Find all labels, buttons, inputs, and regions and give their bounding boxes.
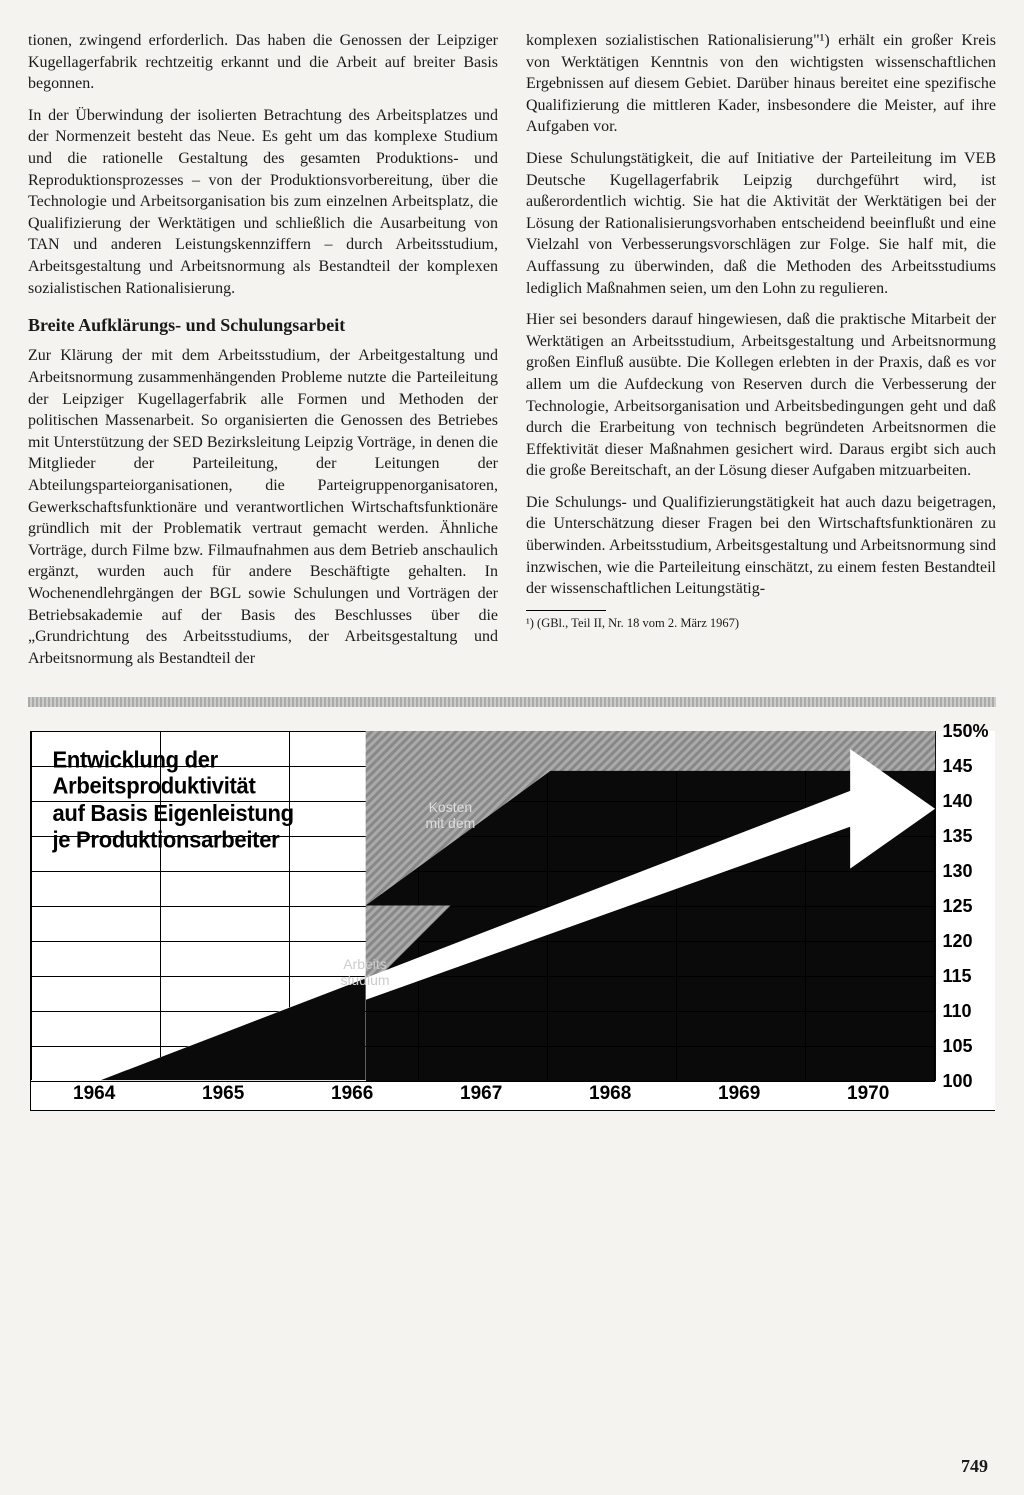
para: tionen, zwingend erforderlich. Das haben… xyxy=(28,30,498,95)
section-heading: Breite Aufklärungs- und Schulungsarbeit xyxy=(28,313,498,337)
right-column: komplexen sozialistischen Rationalisieru… xyxy=(526,30,996,679)
chart-inner-label-lower: Arbeits studium xyxy=(341,956,390,988)
footnote-rule xyxy=(526,610,606,611)
left-column: tionen, zwingend erforderlich. Das haben… xyxy=(28,30,498,679)
para: komplexen sozialistischen Rationalisieru… xyxy=(526,30,996,138)
footnote: ¹) (GBl., Teil II, Nr. 18 vom 2. März 19… xyxy=(526,615,996,632)
chart-title-line: je Produktionsarbeiter xyxy=(53,826,280,852)
chart-title-line: Arbeitsproduktivität xyxy=(53,773,256,799)
chart-title-line: Entwicklung der xyxy=(53,747,218,773)
chart-inner-label-upper: Kosten mit dem xyxy=(426,799,476,831)
para: In der Überwindung der isolierten Betrac… xyxy=(28,105,498,299)
para: Die Schulungs- und Qualifizierungstätigk… xyxy=(526,492,996,600)
productivity-chart: Entwicklung der Arbeitsproduktivität auf… xyxy=(30,731,995,1111)
para: Diese Schulungstätigkeit, die auf Initia… xyxy=(526,148,996,299)
text-columns: tionen, zwingend erforderlich. Das haben… xyxy=(28,30,996,679)
divider-strip xyxy=(28,697,996,707)
para: Zur Klärung der mit dem Arbeitsstudium, … xyxy=(28,345,498,669)
chart-title-line: auf Basis Eigenleistung xyxy=(53,800,294,826)
page-number: 749 xyxy=(961,1456,988,1477)
chart-title: Entwicklung der Arbeitsproduktivität auf… xyxy=(53,747,294,853)
para: Hier sei besonders darauf hingewiesen, d… xyxy=(526,309,996,482)
